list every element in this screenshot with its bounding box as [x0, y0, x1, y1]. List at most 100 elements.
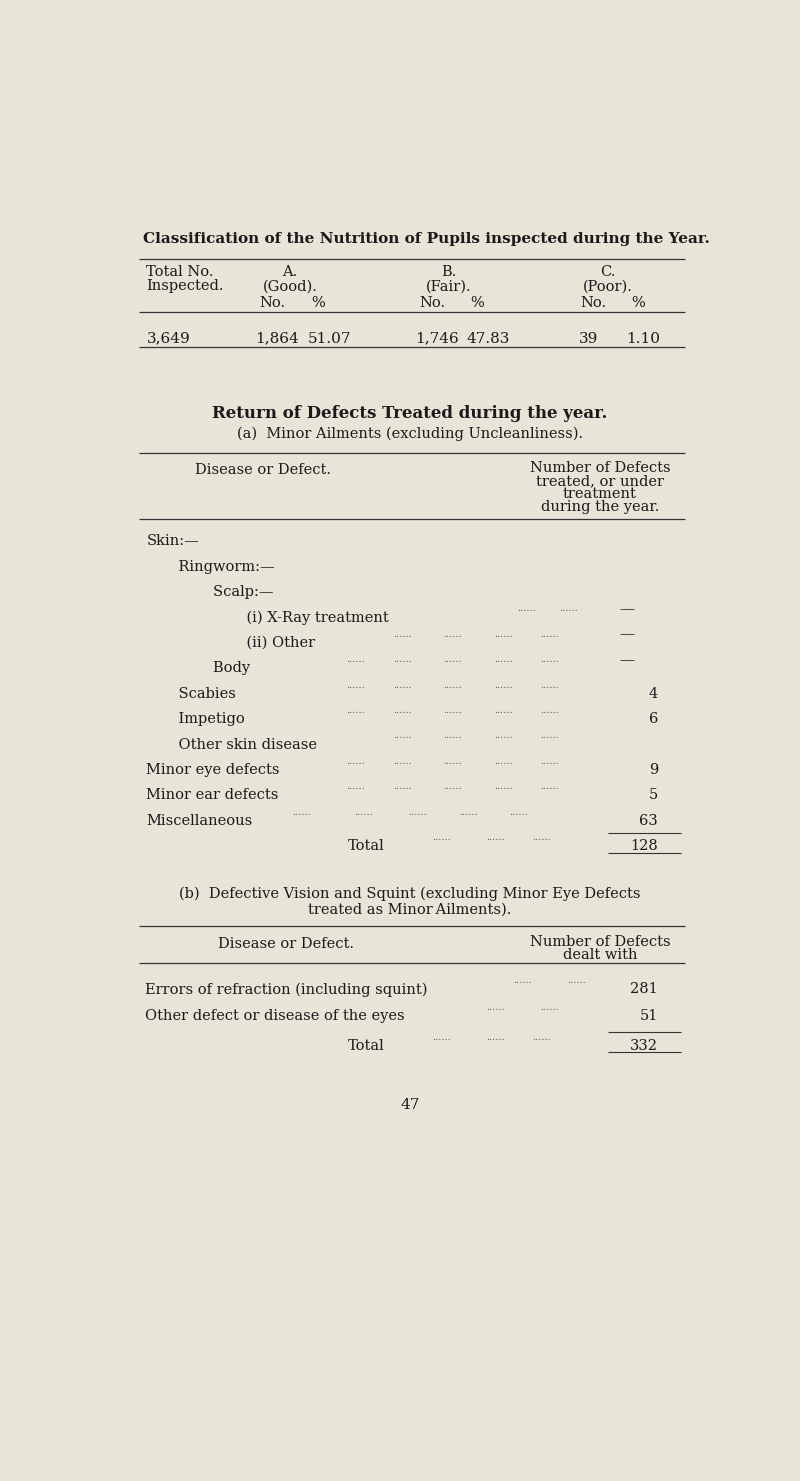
Text: Impetigo: Impetigo	[161, 712, 245, 726]
Text: Return of Defects Treated during the year.: Return of Defects Treated during the yea…	[212, 404, 608, 422]
Text: %: %	[310, 296, 325, 310]
Text: %: %	[470, 296, 484, 310]
Text: ......: ......	[443, 757, 462, 766]
Text: 51.07: 51.07	[308, 332, 351, 345]
Text: Disease or Defect.: Disease or Defect.	[194, 462, 330, 477]
Text: ......: ......	[559, 604, 578, 613]
Text: ......: ......	[346, 757, 365, 766]
Text: ......: ......	[494, 629, 512, 638]
Text: ......: ......	[393, 732, 412, 740]
Text: —: —	[619, 628, 634, 641]
Text: ......: ......	[540, 655, 559, 665]
Text: ......: ......	[494, 681, 512, 690]
Text: ......: ......	[346, 782, 365, 791]
Text: 1.10: 1.10	[626, 332, 660, 345]
Text: treated as Minor Ailments).: treated as Minor Ailments).	[308, 903, 512, 917]
Text: Total: Total	[348, 840, 385, 853]
Text: 6: 6	[649, 712, 658, 726]
Text: Minor eye defects: Minor eye defects	[146, 763, 280, 778]
Text: No.: No.	[259, 296, 285, 310]
Text: ......: ......	[494, 782, 512, 791]
Text: ......: ......	[354, 807, 373, 816]
Text: ......: ......	[393, 757, 412, 766]
Text: Disease or Defect.: Disease or Defect.	[218, 937, 354, 951]
Text: ......: ......	[532, 1032, 551, 1041]
Text: ......: ......	[567, 976, 586, 985]
Text: C.: C.	[600, 265, 615, 278]
Text: ......: ......	[509, 807, 528, 816]
Text: ......: ......	[494, 655, 512, 665]
Text: ......: ......	[443, 655, 462, 665]
Text: ......: ......	[494, 757, 512, 766]
Text: 128: 128	[630, 840, 658, 853]
Text: ......: ......	[393, 681, 412, 690]
Text: ......: ......	[540, 782, 559, 791]
Text: 39: 39	[579, 332, 598, 345]
Text: ......: ......	[486, 1003, 505, 1013]
Text: 1,746: 1,746	[415, 332, 459, 345]
Text: ......: ......	[540, 681, 559, 690]
Text: ......: ......	[513, 976, 532, 985]
Text: treatment: treatment	[563, 487, 637, 501]
Text: ......: ......	[393, 629, 412, 638]
Text: ......: ......	[443, 706, 462, 715]
Text: ......: ......	[494, 732, 512, 740]
Text: ......: ......	[486, 834, 505, 843]
Text: Body: Body	[176, 662, 250, 675]
Text: ......: ......	[458, 807, 478, 816]
Text: ......: ......	[393, 706, 412, 715]
Text: ......: ......	[532, 834, 551, 843]
Text: A.: A.	[282, 265, 298, 278]
Text: (Good).: (Good).	[262, 280, 318, 293]
Text: ......: ......	[346, 706, 365, 715]
Text: ......: ......	[393, 655, 412, 665]
Text: 4: 4	[649, 687, 658, 701]
Text: ......: ......	[540, 629, 559, 638]
Text: 9: 9	[649, 763, 658, 778]
Text: during the year.: during the year.	[541, 501, 659, 514]
Text: (a)  Minor Ailments (excluding Uncleanliness).: (a) Minor Ailments (excluding Uncleanlin…	[237, 427, 583, 441]
Text: Number of Defects: Number of Defects	[530, 461, 670, 475]
Text: Other defect or disease of the eyes: Other defect or disease of the eyes	[145, 1010, 405, 1023]
Text: Inspected.: Inspected.	[146, 280, 224, 293]
Text: ......: ......	[540, 757, 559, 766]
Text: ......: ......	[540, 732, 559, 740]
Text: ......: ......	[517, 604, 536, 613]
Text: ......: ......	[432, 1032, 450, 1041]
Text: (Poor).: (Poor).	[582, 280, 633, 293]
Text: ......: ......	[292, 807, 311, 816]
Text: Errors of refraction (including squint): Errors of refraction (including squint)	[145, 982, 427, 997]
Text: ......: ......	[494, 706, 512, 715]
Text: ......: ......	[443, 629, 462, 638]
Text: ......: ......	[540, 1003, 559, 1013]
Text: B.: B.	[441, 265, 456, 278]
Text: Minor ear defects: Minor ear defects	[146, 788, 279, 803]
Text: 3,649: 3,649	[146, 332, 190, 345]
Text: Total No.: Total No.	[146, 265, 214, 278]
Text: —: —	[619, 601, 634, 616]
Text: ......: ......	[540, 706, 559, 715]
Text: ......: ......	[408, 807, 427, 816]
Text: (i) X-Ray treatment: (i) X-Ray treatment	[191, 610, 389, 625]
Text: 63: 63	[639, 813, 658, 828]
Text: (ii) Other: (ii) Other	[191, 635, 315, 650]
Text: Total: Total	[348, 1038, 385, 1053]
Text: %: %	[631, 296, 645, 310]
Text: Number of Defects: Number of Defects	[530, 936, 670, 949]
Text: 5: 5	[649, 788, 658, 803]
Text: Miscellaneous: Miscellaneous	[146, 813, 253, 828]
Text: 332: 332	[630, 1038, 658, 1053]
Text: Scalp:—: Scalp:—	[176, 585, 274, 598]
Text: 51: 51	[640, 1010, 658, 1023]
Text: No.: No.	[581, 296, 606, 310]
Text: 47: 47	[400, 1097, 420, 1112]
Text: ......: ......	[443, 732, 462, 740]
Text: —: —	[619, 653, 634, 666]
Text: Scabies: Scabies	[161, 687, 236, 701]
Text: ......: ......	[346, 655, 365, 665]
Text: No.: No.	[419, 296, 446, 310]
Text: ......: ......	[486, 1032, 505, 1041]
Text: Ringworm:—: Ringworm:—	[161, 560, 275, 573]
Text: ......: ......	[443, 681, 462, 690]
Text: 47.83: 47.83	[466, 332, 510, 345]
